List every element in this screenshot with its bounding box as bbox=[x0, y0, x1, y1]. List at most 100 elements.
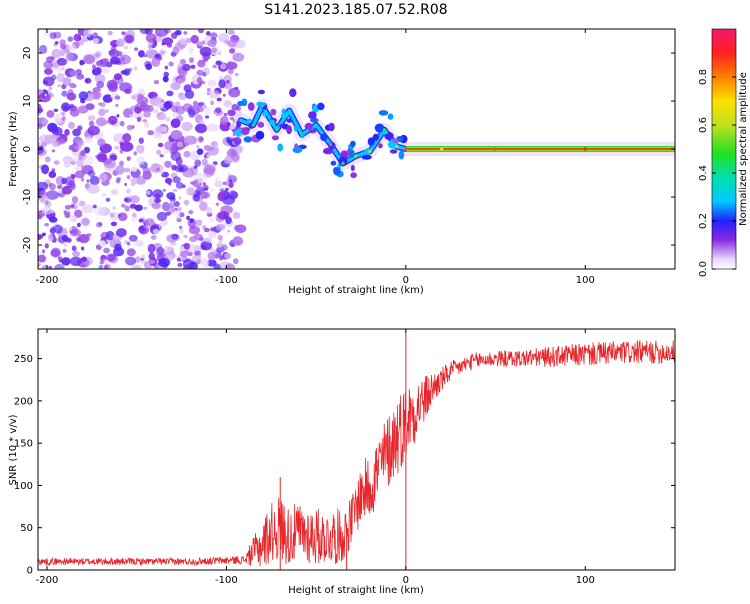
noise-blob bbox=[166, 234, 178, 243]
noise-blob bbox=[105, 197, 111, 202]
track-point bbox=[382, 128, 386, 132]
noise-blob bbox=[51, 149, 56, 153]
noise-blob bbox=[81, 165, 85, 169]
noise-blob bbox=[61, 116, 66, 121]
noise-blob bbox=[116, 228, 127, 238]
track-blob bbox=[304, 122, 313, 130]
track-point bbox=[494, 147, 498, 151]
noise-blob bbox=[198, 119, 205, 124]
noise-blob bbox=[199, 237, 204, 241]
noise-blob bbox=[155, 126, 166, 134]
noise-blob bbox=[38, 234, 42, 241]
noise-blob bbox=[170, 118, 181, 128]
noise-blob bbox=[138, 218, 144, 223]
noise-blob bbox=[202, 72, 207, 77]
noise-blob bbox=[45, 56, 54, 63]
noise-blob bbox=[56, 68, 62, 74]
snr-y-tick-label: 150 bbox=[14, 439, 33, 450]
track-blob bbox=[262, 112, 267, 117]
noise-blob bbox=[107, 115, 118, 126]
noise-blob bbox=[207, 39, 217, 48]
noise-blob bbox=[192, 100, 199, 107]
noise-blob bbox=[199, 137, 204, 141]
noise-blob bbox=[225, 263, 236, 269]
noise-blob bbox=[181, 121, 193, 132]
noise-blob bbox=[59, 39, 66, 46]
track-blob bbox=[350, 140, 356, 147]
noise-blob bbox=[208, 231, 217, 239]
colorbar: 0.0 0.2 0.4 0.6 0.8 Normalized spectral ampl… bbox=[698, 28, 749, 277]
noise-blob bbox=[75, 69, 82, 76]
noise-blob bbox=[121, 203, 126, 208]
noise-blob bbox=[81, 256, 87, 262]
noise-blob bbox=[146, 190, 151, 195]
noise-blob bbox=[98, 39, 103, 44]
noise-blob bbox=[174, 30, 182, 36]
noise-blob bbox=[136, 144, 145, 154]
spectrogram-y-tick-label: -10 bbox=[22, 189, 33, 205]
noise-blob bbox=[138, 137, 144, 144]
noise-blob bbox=[209, 32, 218, 39]
noise-blob bbox=[108, 49, 115, 56]
snr-xlabel: Height of straight line (km) bbox=[288, 585, 424, 596]
noise-blob bbox=[217, 191, 225, 202]
noise-blob bbox=[77, 222, 81, 228]
noise-blob bbox=[66, 92, 77, 101]
noise-blob bbox=[132, 212, 137, 218]
noise-blob bbox=[41, 164, 50, 175]
noise-blob bbox=[53, 108, 59, 113]
noise-blob bbox=[196, 76, 203, 85]
track-point bbox=[341, 161, 345, 165]
noise-blob bbox=[104, 109, 110, 113]
noise-blob bbox=[62, 248, 67, 253]
noise-blob bbox=[174, 210, 181, 218]
snr-x-tick-label: -100 bbox=[215, 575, 238, 586]
noise-blob bbox=[159, 50, 165, 56]
noise-blob bbox=[103, 264, 109, 269]
snr-y-tick-label: 0 bbox=[27, 566, 33, 577]
noise-blob bbox=[145, 33, 157, 43]
noise-blob bbox=[92, 204, 97, 209]
noise-blob bbox=[134, 256, 141, 263]
noise-blob bbox=[166, 90, 174, 97]
noise-blob bbox=[102, 67, 110, 74]
noise-blob bbox=[83, 29, 93, 38]
noise-blob bbox=[77, 125, 83, 131]
noise-blob bbox=[138, 50, 145, 58]
noise-blob bbox=[133, 66, 138, 71]
noise-blob bbox=[194, 159, 202, 167]
noise-blob bbox=[170, 129, 183, 140]
noise-blob bbox=[229, 48, 236, 54]
noise-blob bbox=[47, 122, 58, 133]
noise-blob bbox=[78, 233, 90, 244]
noise-blob bbox=[229, 124, 236, 130]
noise-blob bbox=[207, 259, 217, 267]
noise-blob bbox=[169, 195, 176, 203]
track-point bbox=[583, 147, 587, 151]
snr-content bbox=[38, 331, 675, 570]
noise-blob bbox=[163, 101, 172, 110]
noise-blob bbox=[124, 34, 135, 44]
noise-blob bbox=[78, 91, 89, 101]
track-blob bbox=[271, 135, 279, 141]
noise-blob bbox=[199, 46, 212, 57]
track-blob bbox=[281, 108, 286, 115]
noise-blob bbox=[123, 68, 131, 76]
noise-blob bbox=[95, 66, 102, 75]
track-point bbox=[368, 149, 372, 153]
colorbar-tick-label: 0.4 bbox=[698, 165, 709, 181]
noise-blob bbox=[170, 200, 175, 205]
noise-blob bbox=[126, 188, 131, 194]
noise-blob bbox=[97, 138, 106, 147]
track-blob bbox=[372, 133, 379, 141]
noise-blob bbox=[98, 102, 102, 106]
noise-blob bbox=[89, 120, 95, 127]
noise-blob bbox=[44, 156, 51, 163]
noise-blob bbox=[81, 246, 85, 251]
noise-blob bbox=[44, 68, 53, 75]
noise-blob bbox=[83, 54, 96, 65]
noise-blob bbox=[126, 156, 131, 162]
noise-blob bbox=[228, 87, 241, 98]
noise-blob bbox=[103, 247, 110, 254]
noise-blob bbox=[190, 34, 199, 44]
